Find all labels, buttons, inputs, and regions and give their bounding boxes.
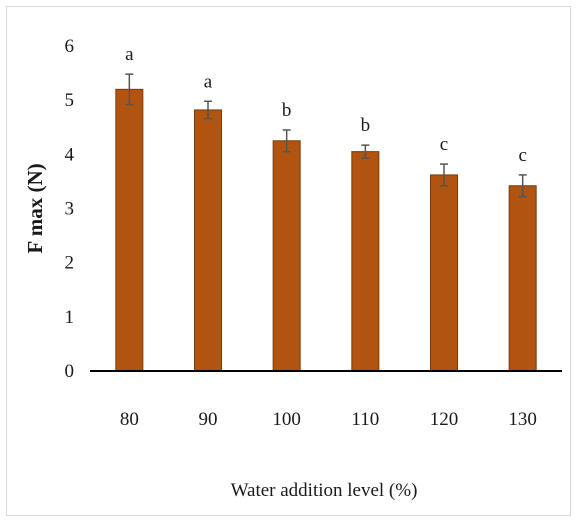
- error-bar: [518, 174, 527, 198]
- y-tick-label: 0: [65, 361, 75, 382]
- x-tick-label: 80: [120, 409, 139, 430]
- significance-letter: a: [125, 44, 134, 65]
- y-tick-label: 2: [65, 253, 75, 274]
- significance-letter: a: [204, 71, 213, 92]
- error-bar: [440, 163, 448, 187]
- bars: [115, 88, 537, 372]
- x-tick-label: 120: [430, 409, 459, 430]
- significance-letter: c: [518, 145, 526, 166]
- error-bar: [361, 144, 370, 159]
- significance-letter: c: [440, 134, 448, 155]
- x-tick-label: 130: [508, 409, 537, 430]
- x-tick-label: 110: [351, 409, 379, 430]
- bar: [430, 174, 458, 372]
- y-tick-label: 3: [65, 199, 75, 220]
- x-tick-label: 100: [272, 409, 301, 430]
- y-tick-label: 1: [65, 307, 75, 328]
- y-axis-ticks: 0 1 2 3 4 5 6: [65, 36, 75, 382]
- y-tick-label: 5: [65, 90, 75, 111]
- y-axis-label: F max (N): [23, 163, 47, 253]
- x-axis-ticks: 80 90 100 110 120 130: [120, 409, 537, 430]
- x-tick-label: 90: [199, 409, 218, 430]
- bar: [272, 140, 301, 372]
- y-tick-label: 4: [65, 144, 75, 165]
- x-axis-label: Water addition level (%): [231, 480, 418, 501]
- error-bar: [282, 129, 291, 153]
- significance-letter: b: [282, 100, 292, 121]
- bar: [351, 151, 380, 372]
- bar: [194, 109, 222, 372]
- significance-letters: a a b b c c: [125, 44, 527, 166]
- y-tick-label: 6: [65, 36, 75, 57]
- error-bar: [125, 73, 134, 106]
- bar: [508, 185, 537, 372]
- error-bar: [204, 100, 212, 120]
- error-bars: [125, 73, 527, 198]
- bar: [115, 88, 144, 372]
- significance-letter: b: [361, 115, 371, 136]
